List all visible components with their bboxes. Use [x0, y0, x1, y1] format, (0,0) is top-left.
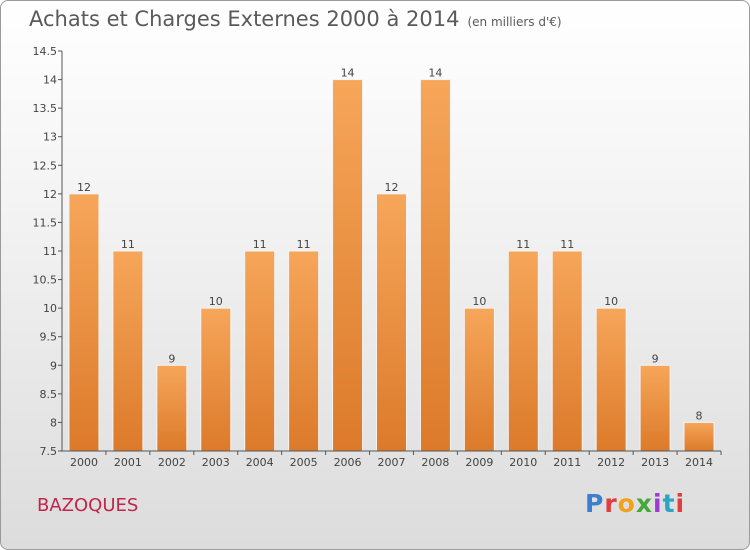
bar-2002: [156, 364, 188, 452]
y-tick-label-11.5: 11.5: [33, 216, 58, 229]
y-tick-label-8.5: 8.5: [40, 388, 58, 401]
bar-2004: [244, 250, 276, 452]
logo-letter: P: [585, 489, 605, 518]
bar-2010: [507, 250, 539, 452]
bar-2007: [376, 193, 407, 452]
x-tick-label-2013: 2013: [641, 456, 669, 469]
logo-letter: t: [662, 489, 676, 518]
x-tick-label-2001: 2001: [114, 456, 142, 469]
bar-2012: [595, 307, 627, 452]
bar-2001: [112, 250, 144, 452]
x-tick-label-2003: 2003: [202, 456, 230, 469]
logo-letter: x: [635, 489, 653, 518]
bar-2013: [639, 364, 671, 452]
y-tick-label-9.5: 9.5: [40, 331, 58, 344]
x-tick-label-2007: 2007: [378, 456, 406, 469]
data-label-2010: 11: [516, 238, 530, 251]
x-tick-label-2009: 2009: [465, 456, 493, 469]
x-tick-label-2012: 2012: [597, 456, 625, 469]
data-label-2000: 12: [77, 181, 91, 194]
proxiti-logo: Proxiti: [585, 489, 685, 518]
y-tick-label-12.5: 12.5: [33, 159, 58, 172]
data-label-2011: 11: [560, 238, 574, 251]
data-label-2007: 12: [385, 181, 399, 194]
data-label-2004: 11: [253, 238, 267, 251]
data-label-2005: 11: [297, 238, 311, 251]
bar-2005: [288, 250, 320, 452]
x-tick-label-2008: 2008: [421, 456, 449, 469]
x-tick-label-2014: 2014: [685, 456, 713, 469]
x-tick-label-2004: 2004: [246, 456, 274, 469]
chart-title-text: Achats et Charges Externes 2000 à 2014: [29, 7, 460, 31]
chart-title: Achats et Charges Externes 2000 à 2014 (e…: [29, 7, 562, 31]
data-label-2014: 8: [696, 409, 703, 422]
chart-unit: (en milliers d'€): [467, 15, 562, 29]
y-tick-label-14: 14: [43, 74, 57, 87]
data-label-2001: 11: [121, 238, 135, 251]
x-tick-label-2000: 2000: [70, 456, 98, 469]
bar-2009: [463, 307, 495, 452]
y-tick-label-9: 9: [50, 359, 57, 372]
y-tick-label-10.5: 10.5: [33, 274, 58, 287]
data-label-2002: 9: [168, 352, 175, 365]
logo-letter: r: [604, 489, 618, 518]
y-tick-label-11: 11: [43, 245, 57, 258]
data-label-2006: 14: [341, 67, 355, 80]
y-tick-label-7.5: 7.5: [40, 445, 58, 458]
x-tick-label-2006: 2006: [334, 456, 362, 469]
bar-2000: [68, 193, 100, 452]
data-label-2008: 14: [428, 67, 442, 80]
logo-letter: i: [653, 489, 663, 518]
y-tick-label-12: 12: [43, 188, 57, 201]
bar-2003: [200, 307, 232, 452]
data-label-2003: 10: [209, 295, 223, 308]
bar-2008: [419, 79, 451, 452]
y-tick-label-10: 10: [43, 302, 57, 315]
commune-name: BAZOQUES: [37, 495, 139, 516]
bar-2014: [683, 421, 715, 452]
x-tick-label-2011: 2011: [553, 456, 581, 469]
bar-2006: [332, 79, 364, 452]
x-tick-label-2005: 2005: [290, 456, 318, 469]
logo-letter: o: [617, 489, 636, 518]
data-label-2013: 9: [652, 352, 659, 365]
logo-letter: i: [675, 489, 686, 518]
y-tick-label-13.5: 13.5: [33, 102, 58, 115]
data-label-2009: 10: [472, 295, 486, 308]
bar-2011: [551, 250, 583, 452]
y-tick-label-8: 8: [50, 416, 57, 429]
y-tick-label-13: 13: [43, 131, 57, 144]
x-tick-label-2002: 2002: [158, 456, 186, 469]
x-tick-label-2010: 2010: [509, 456, 537, 469]
y-tick-label-14.5: 14.5: [33, 45, 58, 58]
data-label-2012: 10: [604, 295, 618, 308]
